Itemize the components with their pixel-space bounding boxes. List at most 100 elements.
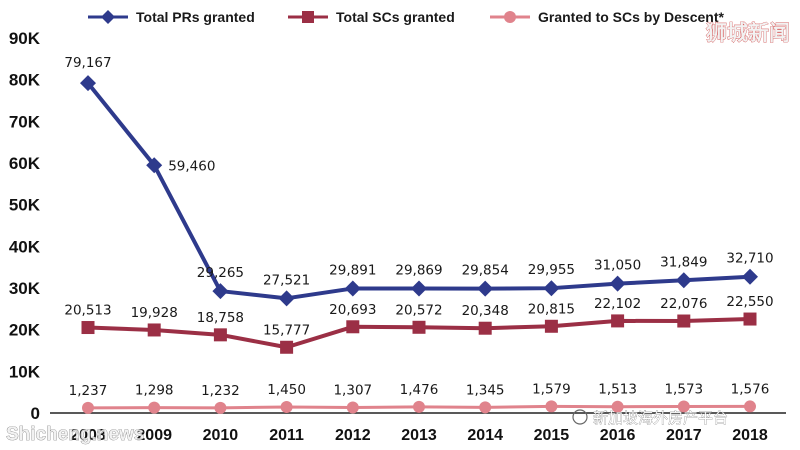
- data-point: [81, 321, 95, 335]
- data-label: 20,348: [462, 303, 509, 319]
- data-label: 19,928: [131, 305, 178, 321]
- legend-label: Total PRs granted: [136, 9, 255, 25]
- data-label: 22,102: [594, 296, 641, 312]
- data-point: [545, 400, 558, 413]
- y-tick-label: 20K: [9, 321, 41, 340]
- data-label: 27,521: [263, 272, 310, 288]
- data-label: 29,869: [395, 263, 442, 279]
- data-point: [346, 401, 359, 414]
- y-tick-label: 0: [31, 404, 40, 423]
- data-label: 59,460: [168, 158, 215, 174]
- data-point: [213, 328, 227, 342]
- x-tick-label: 2010: [203, 427, 239, 444]
- data-label: 1,573: [664, 381, 703, 397]
- data-point: [80, 75, 96, 92]
- data-label: 20,513: [64, 303, 111, 319]
- data-point: [212, 283, 229, 300]
- data-label: 1,576: [731, 381, 770, 397]
- legend-label: Total SCs granted: [336, 9, 455, 25]
- data-point: [611, 314, 625, 328]
- series-1: 79,167 59,460 29,265 27,521 29,891 29,869 29,8…: [64, 55, 774, 307]
- data-label: 1,450: [267, 382, 306, 398]
- x-tick-label: 2016: [600, 427, 636, 444]
- data-point: [413, 400, 425, 413]
- wechat-icon: [572, 409, 588, 425]
- x-tick-label: 2012: [335, 427, 371, 444]
- data-label: 20,693: [329, 302, 376, 318]
- y-tick-label: 40K: [9, 237, 41, 256]
- y-tick-label: 50K: [9, 196, 41, 215]
- x-tick-label: 2018: [732, 427, 768, 444]
- data-label: 29,955: [528, 262, 575, 278]
- data-point: [280, 400, 293, 413]
- data-point: [544, 319, 558, 333]
- chart-axes: 0 10K 20K 30K 40K 50K 60K 70K 80K 90K 2008 2009 2010…: [9, 29, 786, 444]
- data-label: 15,777: [263, 322, 310, 338]
- data-label: 1,237: [69, 383, 108, 399]
- legend-item-3: Granted to SCs by Descent*: [490, 9, 724, 25]
- data-point: [146, 157, 163, 174]
- series-2: 20,513 19,928 18,758 15,777 20,693 20,572 20,3…: [64, 294, 774, 354]
- data-label: 31,849: [660, 254, 707, 270]
- data-point: [742, 268, 758, 285]
- data-label: 32,710: [726, 251, 773, 267]
- data-point: [346, 320, 360, 334]
- data-point: [280, 340, 294, 354]
- legend-marker: [302, 11, 314, 23]
- data-point: [478, 321, 492, 335]
- data-label: 1,513: [598, 382, 637, 398]
- chart-series: 79,167 59,460 29,265 27,521 29,891 29,869 29,8…: [64, 55, 774, 414]
- y-tick-label: 90K: [9, 29, 41, 48]
- x-tick-label: 2014: [467, 427, 503, 444]
- data-point: [411, 280, 427, 297]
- data-label: 31,050: [594, 258, 641, 274]
- series-3: 1,237 1,298 1,232 1,450 1,307 1,476 1,345 1,579…: [69, 381, 770, 414]
- y-tick-label: 10K: [9, 362, 41, 381]
- data-point: [412, 320, 426, 334]
- x-tick-label: 2013: [401, 427, 437, 444]
- data-point: [611, 400, 624, 413]
- data-label: 18,758: [197, 310, 244, 326]
- data-label: 1,345: [466, 382, 505, 398]
- x-tick-label: 2011: [269, 427, 304, 444]
- legend-item-1: Total PRs granted: [88, 9, 255, 25]
- data-point: [479, 401, 492, 414]
- data-point: [744, 400, 756, 413]
- x-tick-label: 2009: [136, 427, 172, 444]
- data-point: [82, 401, 94, 414]
- data-point: [148, 401, 161, 414]
- x-tick-label: 2017: [666, 427, 702, 444]
- data-point: [543, 280, 560, 297]
- data-point: [477, 280, 494, 297]
- data-label: 29,891: [329, 262, 376, 278]
- watermark-top-right: 狮城新闻: [706, 21, 790, 45]
- data-label: 20,572: [395, 302, 442, 318]
- legend-item-2: Total SCs granted: [288, 9, 455, 25]
- legend-label: Granted to SCs by Descent*: [538, 9, 724, 25]
- data-label: 20,815: [528, 301, 575, 317]
- watermark-bottom-left: Shicheng.news: [6, 424, 144, 445]
- y-tick-label: 60K: [9, 154, 41, 173]
- y-tick-label: 30K: [9, 279, 41, 298]
- data-label: 29,854: [462, 263, 509, 279]
- x-tick-label: 2015: [534, 427, 570, 444]
- data-point: [675, 272, 692, 289]
- chart-legend: Total PRs granted Total SCs granted Grante…: [88, 9, 724, 25]
- data-label: 79,167: [64, 55, 111, 71]
- data-label: 1,232: [201, 383, 240, 399]
- data-label: 1,307: [333, 383, 372, 399]
- data-point: [677, 314, 691, 328]
- data-label: 22,550: [726, 294, 773, 310]
- data-point: [677, 400, 690, 413]
- svg-text:新加坡海外房产平台: 新加坡海外房产平台: [593, 409, 728, 427]
- data-label: 1,476: [400, 382, 439, 398]
- y-tick-label: 70K: [9, 112, 41, 131]
- watermark-bottom-right: 新加坡海外房产平台: [572, 409, 728, 427]
- data-label: 29,265: [197, 265, 244, 281]
- data-point: [743, 312, 757, 326]
- data-point: [278, 290, 295, 307]
- x-tick-label: 2008: [70, 427, 106, 444]
- data-label: 1,579: [532, 381, 571, 397]
- data-label: 1,298: [135, 383, 174, 399]
